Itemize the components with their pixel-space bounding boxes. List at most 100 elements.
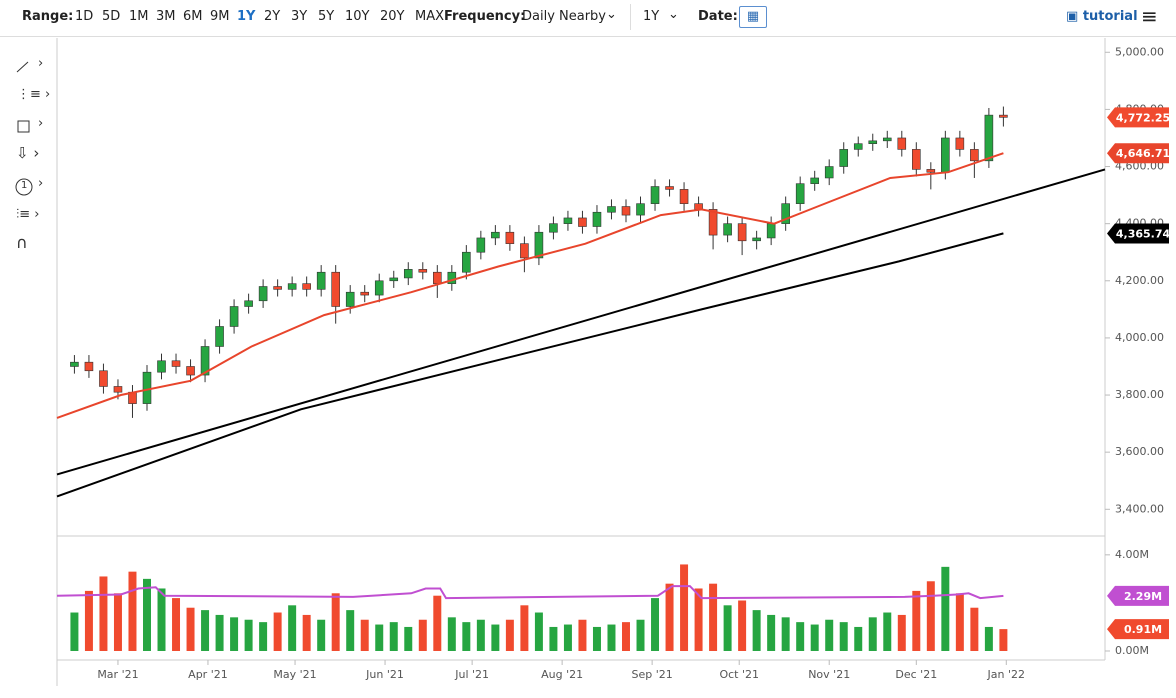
range-option[interactable]: 2Y [264,9,281,24]
range-option[interactable]: 5Y [318,9,335,24]
range-option[interactable]: 1D [75,9,94,24]
volume-bar [825,619,834,651]
volume-bar [520,605,529,651]
candle-body [665,186,674,190]
volume-bar [607,624,616,651]
volume-bar [404,626,413,651]
candle-body [491,231,500,239]
volume-bar [505,619,514,651]
volume-bar [99,576,108,651]
candle-body [331,271,340,307]
frequency-select[interactable]: Daily Nearby [522,9,607,24]
tutorial-text[interactable]: tutorial [1082,9,1138,24]
candle-body [433,271,442,284]
candle-body [708,209,718,236]
volume-bar [534,612,543,651]
marker-tool[interactable]: 1 › [14,176,50,198]
volume-bar [128,571,137,651]
candle-body [345,291,355,307]
volume-bar [796,622,805,651]
y-tick-label: 5,000.00 [1115,45,1164,58]
volume-average [56,585,1004,600]
date-label: Date: [698,9,738,24]
candle-body [171,360,181,367]
draw-line-tool[interactable]: › [14,56,50,78]
candle-body [592,211,602,227]
x-tick-label: Mar '21 [97,668,138,681]
range-option[interactable]: 6M [183,9,203,24]
range-option[interactable]: MAX [415,9,445,24]
volume-bar [201,610,210,651]
candle-body [374,280,384,296]
range-option[interactable]: 9M [210,9,230,24]
candle-body [229,306,239,327]
shape-tool[interactable]: › [14,116,50,138]
value-tag-label: 4,772.25 [1116,111,1170,124]
range-option[interactable]: 3M [156,9,176,24]
candle-body [882,137,892,142]
candle-body [534,231,544,259]
candle-body [853,143,863,150]
menu-button[interactable]: ≡ [1141,4,1158,28]
candle-body [999,114,1008,118]
candle-body [549,223,558,233]
x-tick-label: Dec '21 [895,668,937,681]
magnet-tool[interactable]: ∩ [14,233,50,258]
candle-body [302,283,311,290]
x-tick-label: Jun '21 [365,668,404,681]
text-tool[interactable]: ⋮≡ › [14,86,50,108]
fib-tool[interactable]: ⫶≡ › [14,206,50,228]
chevron: ⌄ [668,7,679,22]
volume-bar [941,566,950,651]
volume-bar [868,617,877,651]
candle-body [360,291,370,296]
candle-body [200,346,210,376]
range-option[interactable]: 10Y [345,9,370,24]
svg-text:∩: ∩ [16,236,28,252]
volume-bar [694,588,703,651]
x-tick-label: Nov '21 [808,668,850,681]
volume-bar [709,583,718,651]
volume-bar [172,598,181,651]
tutorial-link[interactable]: ▣ tutorial [1066,9,1138,24]
calendar-button[interactable]: ▦ [739,6,767,28]
range-option[interactable]: 20Y [380,9,405,24]
range-option[interactable]: 1Y [237,9,256,24]
candle-body [287,283,297,290]
candle-body [476,237,486,253]
volume-bar [447,617,456,651]
volume-bar [84,590,93,651]
volume-bar [680,564,689,651]
arrow-tool[interactable]: ⇩ › [14,144,50,168]
candle-body [84,361,94,372]
value-tag [1107,143,1169,164]
volume-bar [999,629,1008,651]
candle-body [563,217,573,224]
range-option[interactable]: 1M [129,9,149,24]
y-tick-label: 3,600.00 [1115,445,1164,458]
volume-bar [230,617,239,651]
candle-body [578,217,587,227]
candle-body [839,149,849,167]
y-tick-label: 4,000.00 [1115,331,1164,344]
svg-text:›: › [38,116,43,131]
volume-bar [578,619,587,651]
svg-text:⇩ ›: ⇩ › [16,146,39,162]
volume-bar [622,622,630,651]
volume-bar [897,614,906,651]
value-tag-label: 0.91M [1124,623,1162,636]
candle-body [186,366,195,376]
period-select[interactable]: 1Y [643,9,660,24]
volume-bar [926,581,935,651]
range-option[interactable]: 5D [102,9,121,24]
volume-bar [462,622,471,651]
volume-bar [186,607,195,651]
value-tag [1107,107,1169,128]
volume-bar [476,619,485,651]
candle-body [258,286,268,302]
range-option[interactable]: 3Y [291,9,308,24]
value-tag-label: 4,646.71 [1116,147,1170,160]
volume-bar [955,593,964,651]
volume-bar [215,614,224,651]
